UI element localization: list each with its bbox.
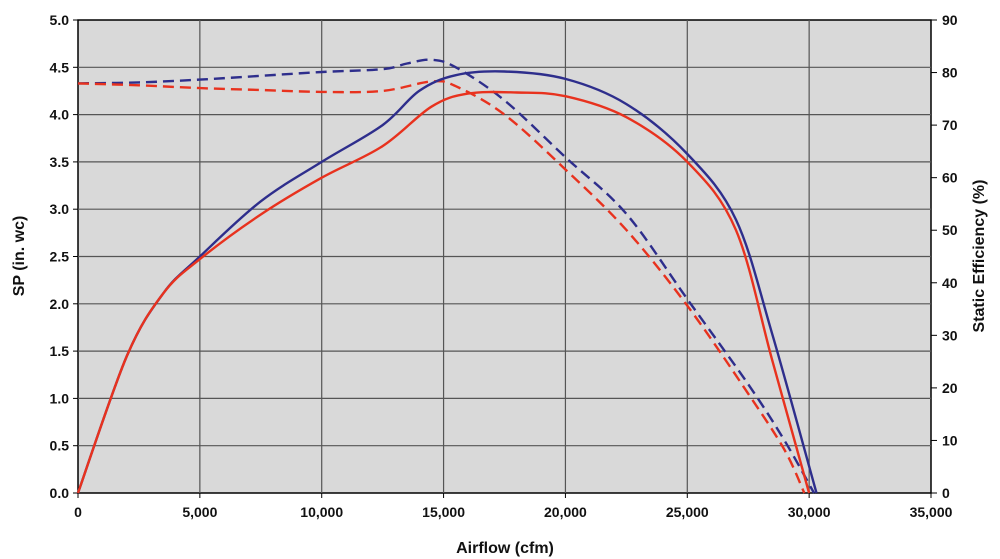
left-y-tick-label: 2.5 [50, 249, 70, 265]
x-tick-label: 10,000 [300, 504, 343, 520]
right-y-tick-label: 20 [942, 380, 958, 396]
x-tick-label: 15,000 [422, 504, 465, 520]
left-y-tick-label: 1.5 [50, 343, 70, 359]
series-line-sp-blue [77, 58, 816, 494]
left-y-tick-label: 0.5 [50, 438, 70, 454]
right-y-tick-label: 80 [942, 65, 958, 81]
x-tick-label: 0 [74, 504, 82, 520]
x-axis-title: Airflow (cfm) [456, 540, 554, 557]
left-y-axis-title: SP (in. wc) [11, 216, 28, 297]
x-tick-label: 5,000 [182, 504, 217, 520]
left-y-tick-label: 1.0 [50, 390, 70, 406]
left-y-tick-label: 0.0 [50, 485, 70, 501]
left-y-tick-label: 4.0 [50, 107, 70, 123]
x-tick-label: 25,000 [666, 504, 709, 520]
right-y-tick-label: 30 [942, 327, 958, 343]
right-y-tick-label: 90 [942, 12, 958, 28]
right-y-tick-label: 50 [942, 222, 958, 238]
x-tick-label: 30,000 [788, 504, 831, 520]
right-y-tick-label: 0 [942, 485, 950, 501]
right-y-axis-title: Static Efficiency (%) [971, 180, 988, 333]
left-y-axis-ticks: 0.0 0.5 1.0 1.5 2.0 2.5 3.0 3.5 4.0 4.5 5.0 [50, 12, 78, 501]
left-y-tick-label: 3.5 [50, 154, 70, 170]
x-tick-label: 35,000 [910, 504, 953, 520]
right-y-tick-label: 70 [942, 117, 958, 133]
series-layer [76, 58, 818, 494]
left-y-tick-label: 5.0 [50, 12, 70, 28]
right-y-axis-ticks: 0 10 20 30 40 50 60 70 80 90 [931, 12, 958, 501]
x-tick-label: 20,000 [544, 504, 587, 520]
right-y-tick-label: 60 [942, 170, 958, 186]
left-y-tick-label: 2.0 [50, 296, 70, 312]
series-line-efficiency-red [76, 90, 811, 494]
left-y-tick-label: 4.5 [50, 59, 70, 75]
right-y-tick-label: 10 [942, 432, 958, 448]
right-y-tick-label: 40 [942, 275, 958, 291]
x-axis-ticks: 0 5,000 10,000 15,000 20,000 25,000 30,000 35,0… [74, 493, 953, 520]
left-y-tick-label: 3.0 [50, 201, 70, 217]
